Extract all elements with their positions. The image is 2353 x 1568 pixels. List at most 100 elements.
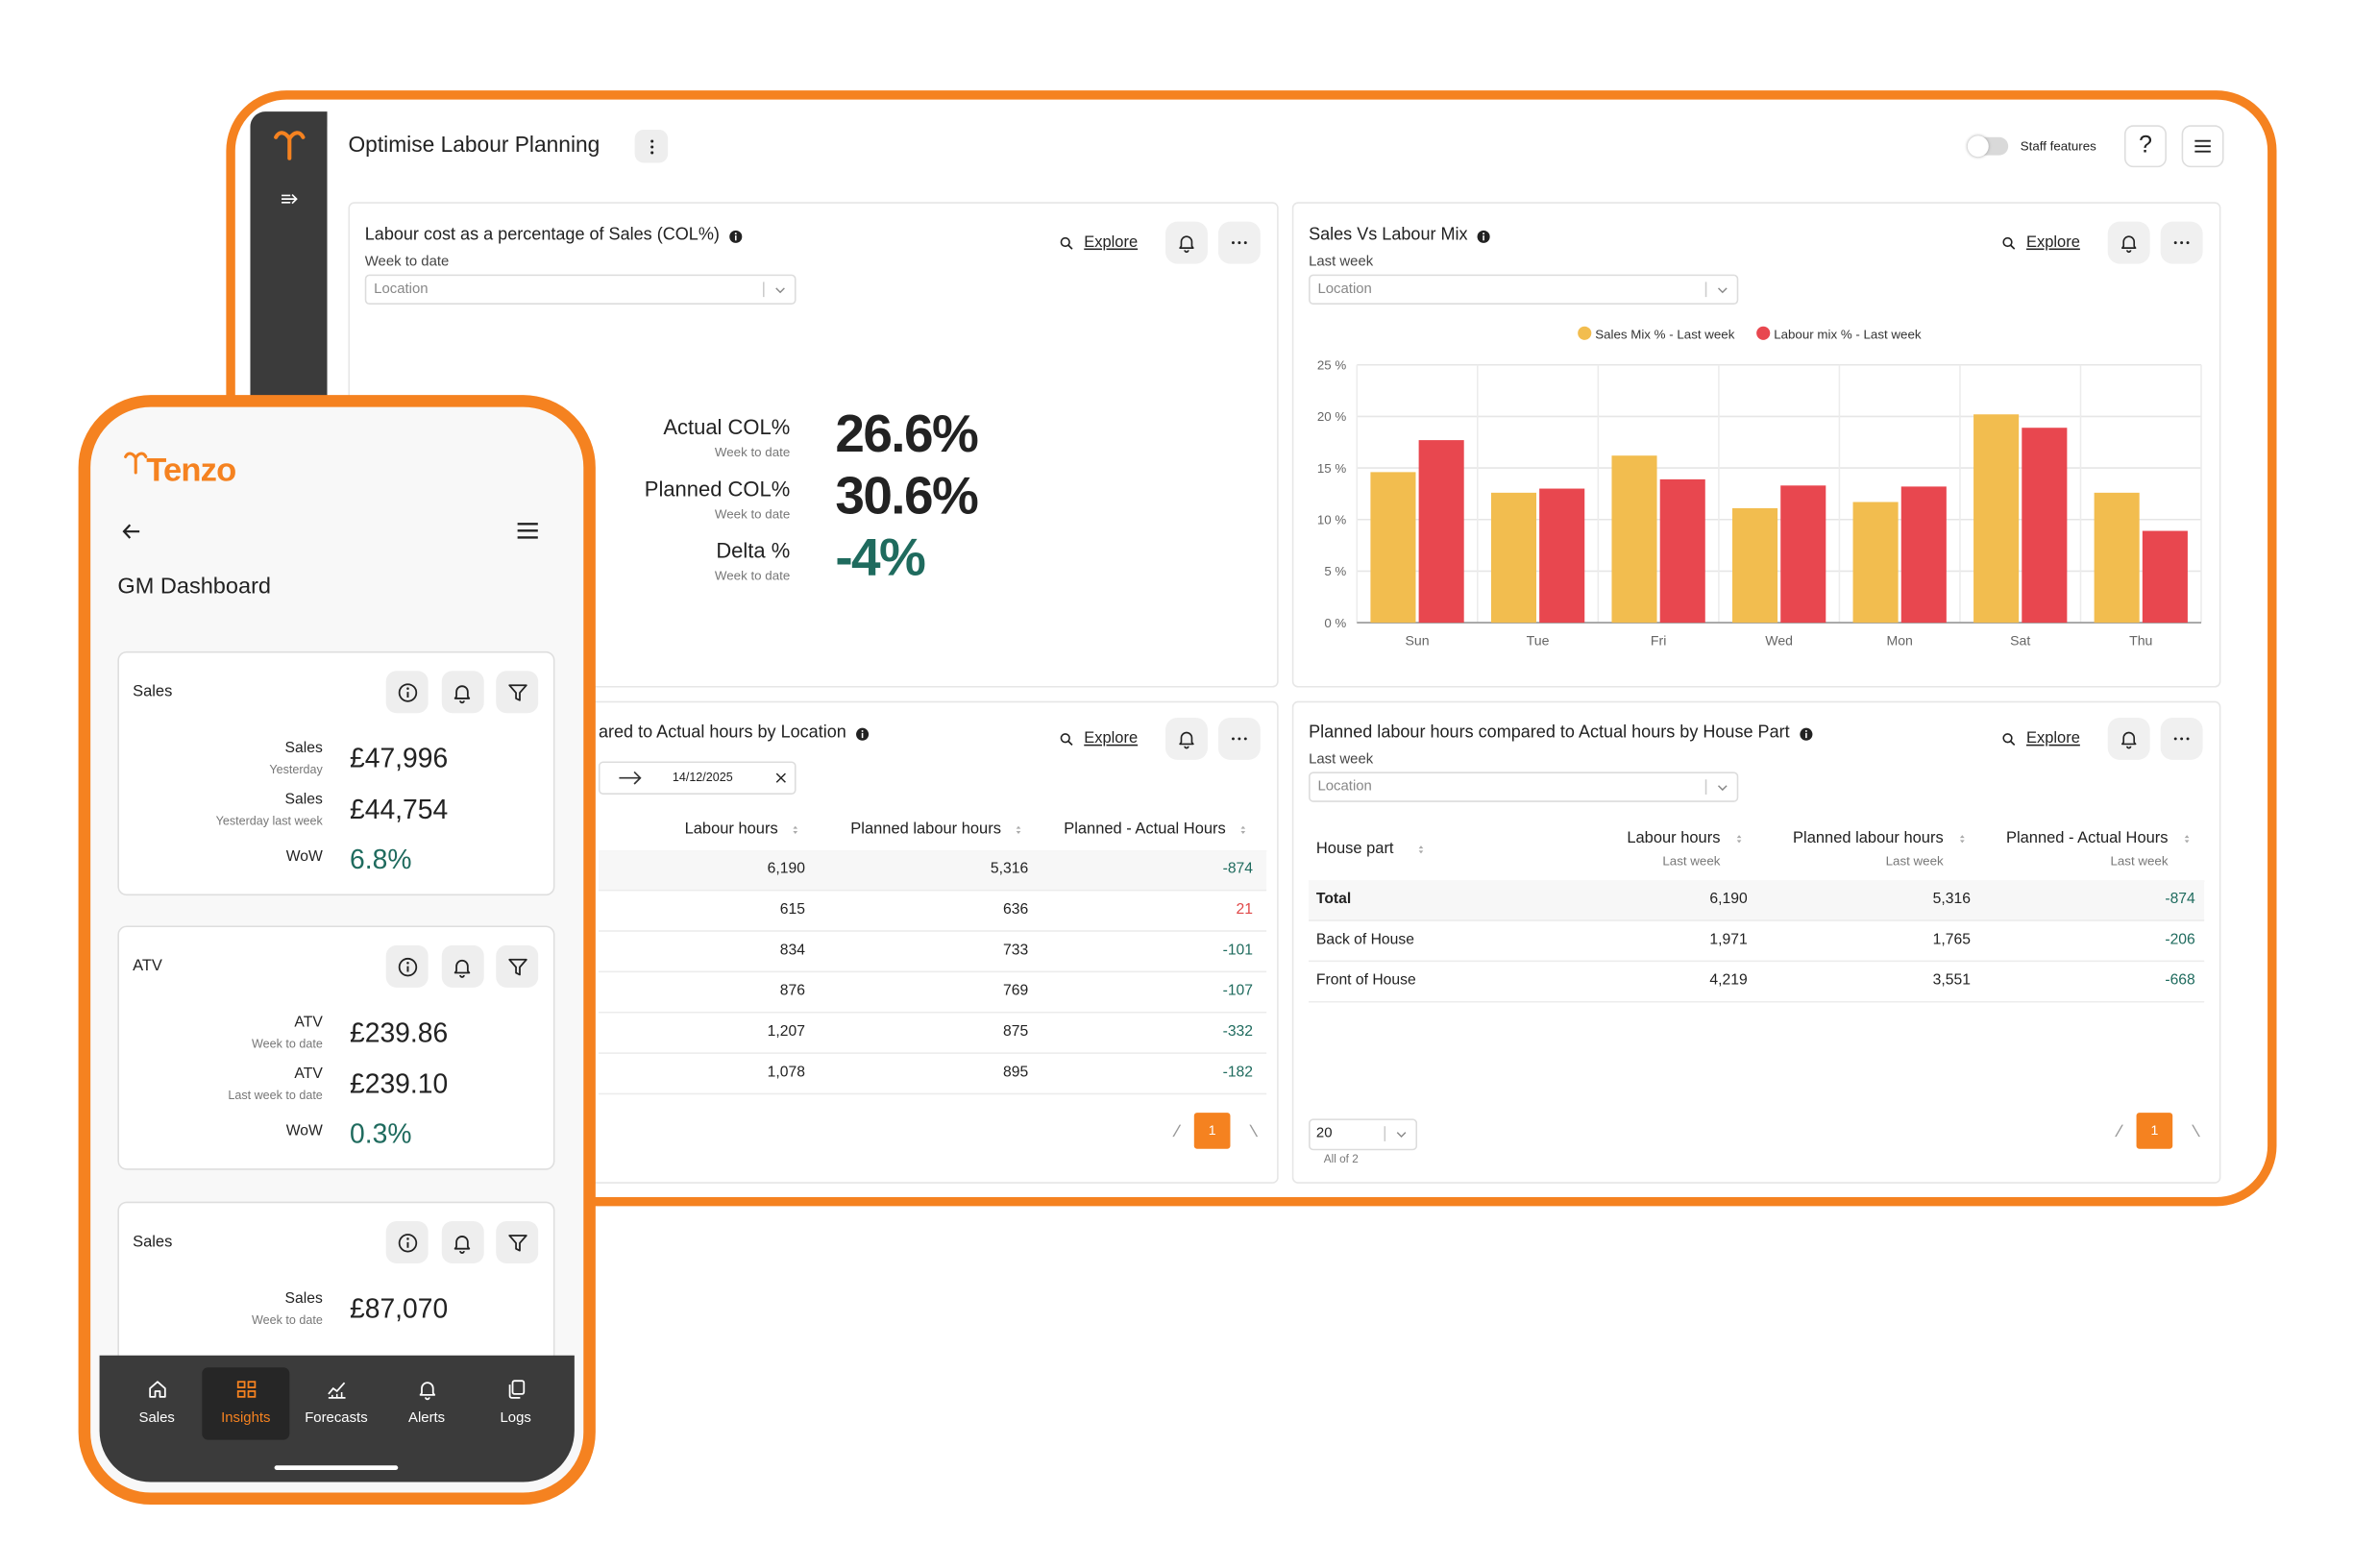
location-select[interactable] bbox=[1309, 772, 1739, 802]
home-icon bbox=[148, 1380, 165, 1397]
label: Week to date bbox=[252, 1312, 323, 1327]
page-title: Optimise Labour Planning bbox=[348, 134, 601, 159]
bell-icon bbox=[453, 959, 471, 978]
bell-button[interactable] bbox=[440, 671, 483, 714]
search-icon bbox=[1059, 236, 1072, 250]
info-icon bbox=[729, 230, 743, 243]
column-header: Planned - Actual Hours bbox=[2005, 828, 2169, 847]
label: Planned COL% bbox=[644, 476, 791, 501]
x-icon bbox=[775, 772, 786, 783]
dots-icon bbox=[2173, 737, 2190, 741]
label: £87,070 bbox=[350, 1293, 449, 1324]
filter-button[interactable] bbox=[496, 944, 539, 988]
nav-active[interactable] bbox=[202, 1367, 290, 1440]
label: ATV bbox=[294, 1066, 323, 1083]
nav-label[interactable]: Forecasts bbox=[305, 1409, 368, 1427]
bell-button[interactable] bbox=[440, 1221, 483, 1263]
sort-icon bbox=[1015, 824, 1020, 834]
nav-label[interactable]: Insights bbox=[221, 1409, 271, 1427]
label: Sales bbox=[284, 740, 323, 757]
date-filter[interactable] bbox=[598, 761, 797, 795]
label: Yesterday last week bbox=[215, 814, 323, 828]
card-title-text: ared to Actual hours by Location bbox=[598, 723, 846, 743]
location-select[interactable] bbox=[1309, 274, 1739, 305]
bell-button[interactable] bbox=[440, 944, 483, 988]
label: Week to date bbox=[364, 254, 450, 271]
phone-logo-mark bbox=[124, 452, 148, 475]
filter-icon bbox=[507, 958, 527, 975]
cell: 1,765 bbox=[1932, 931, 1971, 949]
filter-button[interactable] bbox=[496, 671, 539, 714]
page-box[interactable] bbox=[2136, 1113, 2173, 1149]
filter-icon bbox=[507, 1234, 527, 1251]
label: -4% bbox=[835, 528, 926, 588]
card-title-text: Labour cost as a percentage of Sales (CO… bbox=[364, 226, 720, 245]
menu-button[interactable] bbox=[2181, 125, 2224, 168]
row-rule bbox=[598, 930, 1267, 932]
select-divider bbox=[763, 282, 765, 298]
cell: 876 bbox=[779, 983, 805, 1000]
toggle-knob bbox=[1967, 135, 1989, 158]
label: WoW bbox=[285, 848, 323, 866]
cell: 1,971 bbox=[1709, 931, 1748, 949]
filter-button[interactable] bbox=[496, 1221, 539, 1263]
explore-link[interactable]: Explore bbox=[1084, 729, 1139, 747]
info-icon bbox=[856, 727, 870, 741]
card-title: ared to Actual hours by Location bbox=[599, 723, 870, 747]
cell: 21 bbox=[1236, 901, 1254, 919]
row-rule bbox=[1309, 919, 2205, 921]
label: 30.6% bbox=[835, 466, 978, 526]
column-header: Labour hours bbox=[1627, 828, 1721, 847]
row-rule bbox=[598, 970, 1267, 973]
nav-label[interactable]: Sales bbox=[138, 1409, 175, 1427]
bell-button[interactable] bbox=[2107, 221, 2150, 264]
cell: 769 bbox=[1003, 983, 1029, 1000]
page-number[interactable]: 1 bbox=[2150, 1122, 2159, 1138]
info-icon bbox=[1478, 230, 1491, 243]
arrow-icon bbox=[619, 771, 642, 785]
explore-link[interactable]: Explore bbox=[2026, 233, 2080, 252]
card-title: Sales Vs Labour Mix bbox=[1309, 225, 1492, 249]
nav-label[interactable]: Logs bbox=[500, 1409, 531, 1427]
trend-icon bbox=[327, 1381, 345, 1398]
bell-icon bbox=[418, 1381, 435, 1400]
help-button[interactable] bbox=[2124, 125, 2167, 168]
row-rule bbox=[1309, 1000, 2205, 1003]
label: Actual COL% bbox=[663, 414, 791, 439]
label: Sales bbox=[133, 1233, 173, 1252]
bell-button[interactable] bbox=[2107, 717, 2150, 760]
label: Location bbox=[1317, 778, 1372, 796]
cell: 6,190 bbox=[767, 861, 805, 878]
metric-card bbox=[117, 925, 555, 1170]
cell: -101 bbox=[1222, 942, 1254, 960]
explore-link[interactable]: Explore bbox=[2026, 729, 2080, 747]
card-title: Labour cost as a percentage of Sales (CO… bbox=[365, 225, 744, 249]
bell-button[interactable] bbox=[1164, 221, 1208, 264]
label: 6.8% bbox=[350, 844, 412, 875]
cell: 895 bbox=[1003, 1064, 1029, 1082]
total-row bbox=[598, 850, 1267, 892]
label: ? bbox=[2138, 133, 2152, 159]
cell: 6,190 bbox=[1709, 891, 1748, 908]
chev-icon bbox=[1717, 784, 1727, 791]
filter-icon bbox=[507, 683, 527, 700]
page-size-select[interactable] bbox=[1309, 1118, 1418, 1151]
page-number[interactable]: 1 bbox=[1208, 1122, 1216, 1138]
cell: -668 bbox=[2165, 972, 2195, 990]
label: ATV bbox=[294, 1015, 323, 1032]
label: Last week bbox=[2110, 852, 2169, 869]
search-icon bbox=[2001, 732, 2015, 746]
explore-link[interactable]: Explore bbox=[1084, 233, 1139, 252]
bell-button[interactable] bbox=[1164, 717, 1208, 760]
label: £47,996 bbox=[350, 743, 449, 773]
dots-icon bbox=[1232, 737, 1247, 741]
info-icon bbox=[1800, 727, 1813, 741]
sidebar-logo bbox=[274, 131, 306, 160]
page-box[interactable] bbox=[1193, 1113, 1231, 1149]
cell: 1,078 bbox=[767, 1064, 805, 1082]
menu-icon bbox=[517, 523, 538, 539]
location-select[interactable] bbox=[364, 274, 797, 305]
nav-label[interactable]: Alerts bbox=[408, 1409, 446, 1427]
